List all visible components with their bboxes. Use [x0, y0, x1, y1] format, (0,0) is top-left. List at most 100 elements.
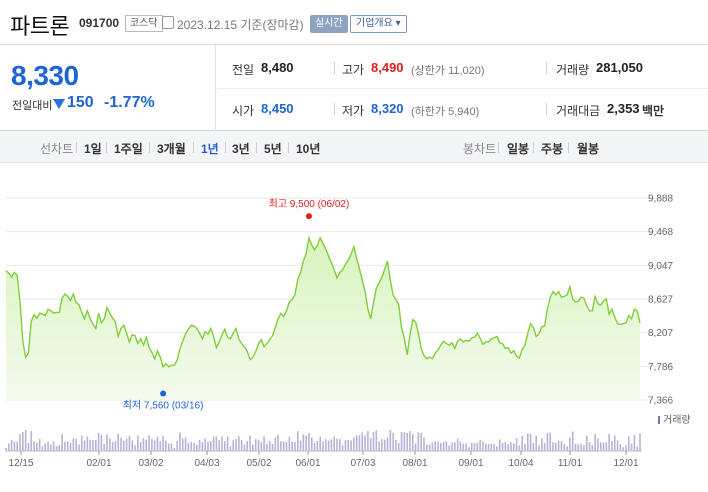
- volume-bar: [55, 446, 58, 451]
- volume-bar: [167, 443, 170, 451]
- period-3y[interactable]: 3년: [232, 142, 250, 156]
- volume-bar: [187, 443, 190, 451]
- volume-bar: [313, 443, 316, 451]
- change-label: 전일대비: [12, 100, 53, 112]
- volume-bar: [16, 441, 19, 451]
- volume-bar: [496, 446, 498, 451]
- candle-weekly[interactable]: 주봉: [541, 142, 564, 156]
- header-divider: [0, 44, 708, 45]
- volume-bar: [19, 434, 21, 451]
- volume-bar: [498, 439, 501, 451]
- volume-bar: [254, 439, 257, 451]
- period-3m[interactable]: 3개월: [157, 142, 186, 156]
- divider: [288, 142, 289, 153]
- volume-bar: [476, 442, 479, 451]
- divider: [498, 142, 499, 153]
- period-1y[interactable]: 1년: [201, 142, 219, 156]
- volume-bar: [484, 443, 487, 451]
- current-price-box: 8,330 전일대비 150 -1.77%: [0, 45, 216, 131]
- stock-name: 파트론: [10, 14, 70, 39]
- volume-bar: [583, 445, 585, 451]
- period-selector: 선차트 1일 1주일 3개월 1년 3년 5년 10년 봉차트 일봉 주봉 월봉: [0, 131, 708, 163]
- volume-bar: [417, 432, 420, 451]
- volume-bar: [627, 436, 630, 451]
- divider: [193, 142, 194, 153]
- volume-bar: [288, 436, 291, 451]
- volume-bar: [120, 437, 122, 451]
- period-1d[interactable]: 1일: [84, 142, 102, 156]
- volume-bar: [285, 442, 288, 451]
- amount-label: 거래대금: [556, 104, 601, 118]
- volume-bar: [602, 442, 605, 451]
- price-area-fill: [6, 237, 640, 400]
- volume-bar: [47, 441, 49, 451]
- volume-bar: [266, 443, 268, 451]
- change-value: 150: [67, 94, 94, 111]
- volume-bar: [630, 443, 633, 451]
- volume-bar: [111, 442, 114, 451]
- candle-daily[interactable]: 일봉: [507, 142, 530, 156]
- volume-bar: [64, 441, 66, 451]
- y-tick-label: 9,888: [648, 194, 673, 205]
- low-annotation: 최저 7,560 (03/16): [123, 399, 204, 411]
- volume-bar: [296, 431, 299, 451]
- high-annotation: 최고 9,500 (06/02): [269, 198, 350, 210]
- volume-bar: [252, 444, 254, 451]
- period-10y[interactable]: 10년: [296, 142, 321, 156]
- volume-bar: [566, 446, 568, 451]
- volume-bar: [431, 442, 434, 451]
- volume-bar: [440, 443, 442, 451]
- volume-bar: [78, 444, 80, 451]
- volume-bar: [529, 434, 532, 451]
- volume-bar: [97, 433, 100, 451]
- candle-chart-label: 봉차트: [463, 142, 497, 156]
- realtime-button[interactable]: 실시간: [310, 15, 348, 33]
- volume-bar: [588, 442, 591, 451]
- volume-bar: [103, 443, 105, 451]
- low-marker-dot: [160, 390, 167, 397]
- volume-bar: [193, 443, 195, 451]
- volume-bar: [470, 442, 473, 451]
- volume-bar: [106, 434, 108, 451]
- amount-value: 2,353: [607, 101, 640, 116]
- volume-bar: [33, 441, 35, 451]
- volume-bar: [597, 438, 599, 451]
- volume-bar: [364, 435, 366, 451]
- volume-bar: [58, 445, 61, 451]
- divider: [334, 103, 335, 115]
- volume-bar: [392, 433, 394, 451]
- volume-bar: [585, 435, 588, 451]
- volume-bar: [280, 441, 282, 451]
- volume-bar: [532, 442, 535, 451]
- volume-bar: [212, 436, 215, 451]
- volume-bar: [462, 443, 465, 451]
- volume-bar: [465, 443, 467, 451]
- volume-bar: [27, 442, 30, 451]
- volume-bar: [333, 436, 336, 451]
- volume-bar: [490, 443, 493, 451]
- volume-bar: [94, 439, 97, 451]
- volume-bar: [423, 437, 425, 451]
- candle-monthly[interactable]: 월봉: [577, 142, 600, 156]
- volume-bar: [437, 441, 439, 451]
- volume-bar: [445, 441, 448, 451]
- volume-bar: [52, 441, 55, 451]
- volume-bar: [504, 442, 507, 451]
- period-5y[interactable]: 5년: [264, 142, 282, 156]
- prev-close-label: 전일: [232, 63, 255, 77]
- line-chart-label: 선차트: [40, 142, 74, 156]
- volume-bar: [518, 445, 521, 451]
- volume-bar: [386, 437, 389, 451]
- y-tick-label: 7,786: [648, 362, 673, 373]
- volume-bar: [151, 439, 153, 451]
- period-1w[interactable]: 1주일: [114, 142, 143, 156]
- volume-bar: [397, 443, 400, 451]
- volume-bar: [448, 445, 451, 451]
- volume-bar: [134, 445, 136, 451]
- volume-bar: [137, 435, 139, 451]
- volume-bar: [299, 440, 302, 451]
- company-overview-button[interactable]: 기업개요 ▾: [350, 15, 407, 33]
- prev-close-value: 8,480: [261, 60, 294, 75]
- volume-bar: [355, 435, 358, 451]
- price-chart[interactable]: 9,888 9,468 9,047 8,627 8,207 7,786 7,366 최고 9…: [0, 163, 708, 492]
